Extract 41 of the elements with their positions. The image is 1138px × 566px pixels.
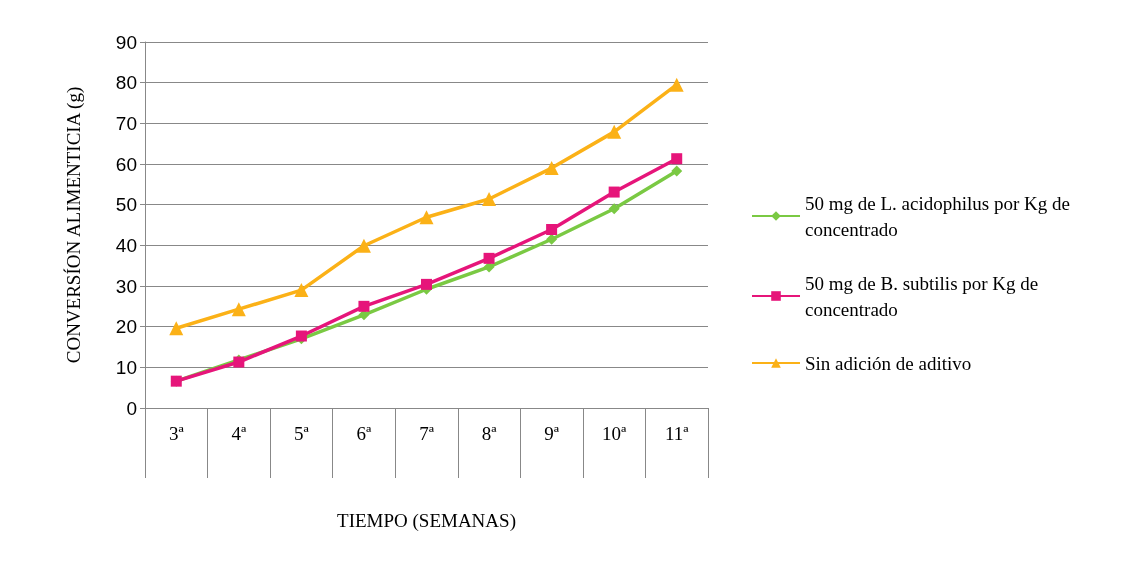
y-tick-label: 0 bbox=[126, 397, 137, 419]
y-tick-label: 90 bbox=[115, 31, 137, 53]
y-axis-title: CONVERSÍON ALIMENTICIA (g) bbox=[63, 86, 85, 364]
y-tick-label: 10 bbox=[115, 356, 137, 378]
point bbox=[419, 210, 434, 225]
x-tick-label: 10ª bbox=[602, 423, 628, 444]
point bbox=[482, 191, 497, 206]
point bbox=[294, 283, 309, 298]
point bbox=[607, 124, 622, 139]
x-tick-label: 8ª bbox=[481, 423, 498, 444]
point bbox=[231, 302, 246, 317]
y-tick-label: 30 bbox=[115, 275, 137, 297]
point bbox=[669, 77, 684, 92]
x-tick-label: 9ª bbox=[544, 423, 560, 444]
point bbox=[671, 165, 683, 177]
legend-label: 50 mg de B. subtilis por Kg de concentrado bbox=[805, 272, 1044, 320]
x-tick-label: 4ª bbox=[231, 423, 247, 444]
legend-label: 50 mg de L. acidophilus por Kg de concentrado bbox=[805, 192, 1075, 240]
x-tick-label: 7ª bbox=[419, 423, 435, 444]
point bbox=[358, 300, 370, 312]
y-tick-label: 70 bbox=[115, 112, 137, 134]
point bbox=[608, 203, 620, 215]
x-tick-label: 6ª bbox=[356, 423, 373, 444]
x-tick-label: 11ª bbox=[664, 423, 690, 444]
y-tick-label: 40 bbox=[115, 234, 137, 256]
x-tick-label: 5ª bbox=[294, 423, 310, 444]
y-tick-label: 20 bbox=[115, 316, 137, 338]
legend-label: Sin adición de aditivo bbox=[805, 352, 972, 374]
y-tick-label: 60 bbox=[115, 153, 137, 175]
point bbox=[421, 278, 432, 290]
x-tick-label: 3ª bbox=[168, 423, 185, 444]
point bbox=[356, 238, 371, 253]
point bbox=[608, 186, 620, 198]
x-axis-title: TIEMPO (SEMANAS) bbox=[337, 510, 516, 532]
point bbox=[544, 161, 559, 176]
point bbox=[169, 321, 184, 336]
point bbox=[671, 153, 683, 165]
point bbox=[546, 223, 558, 235]
point bbox=[483, 252, 495, 264]
y-tick-label: 80 bbox=[115, 72, 137, 94]
y-tick-label: 50 bbox=[115, 194, 137, 216]
